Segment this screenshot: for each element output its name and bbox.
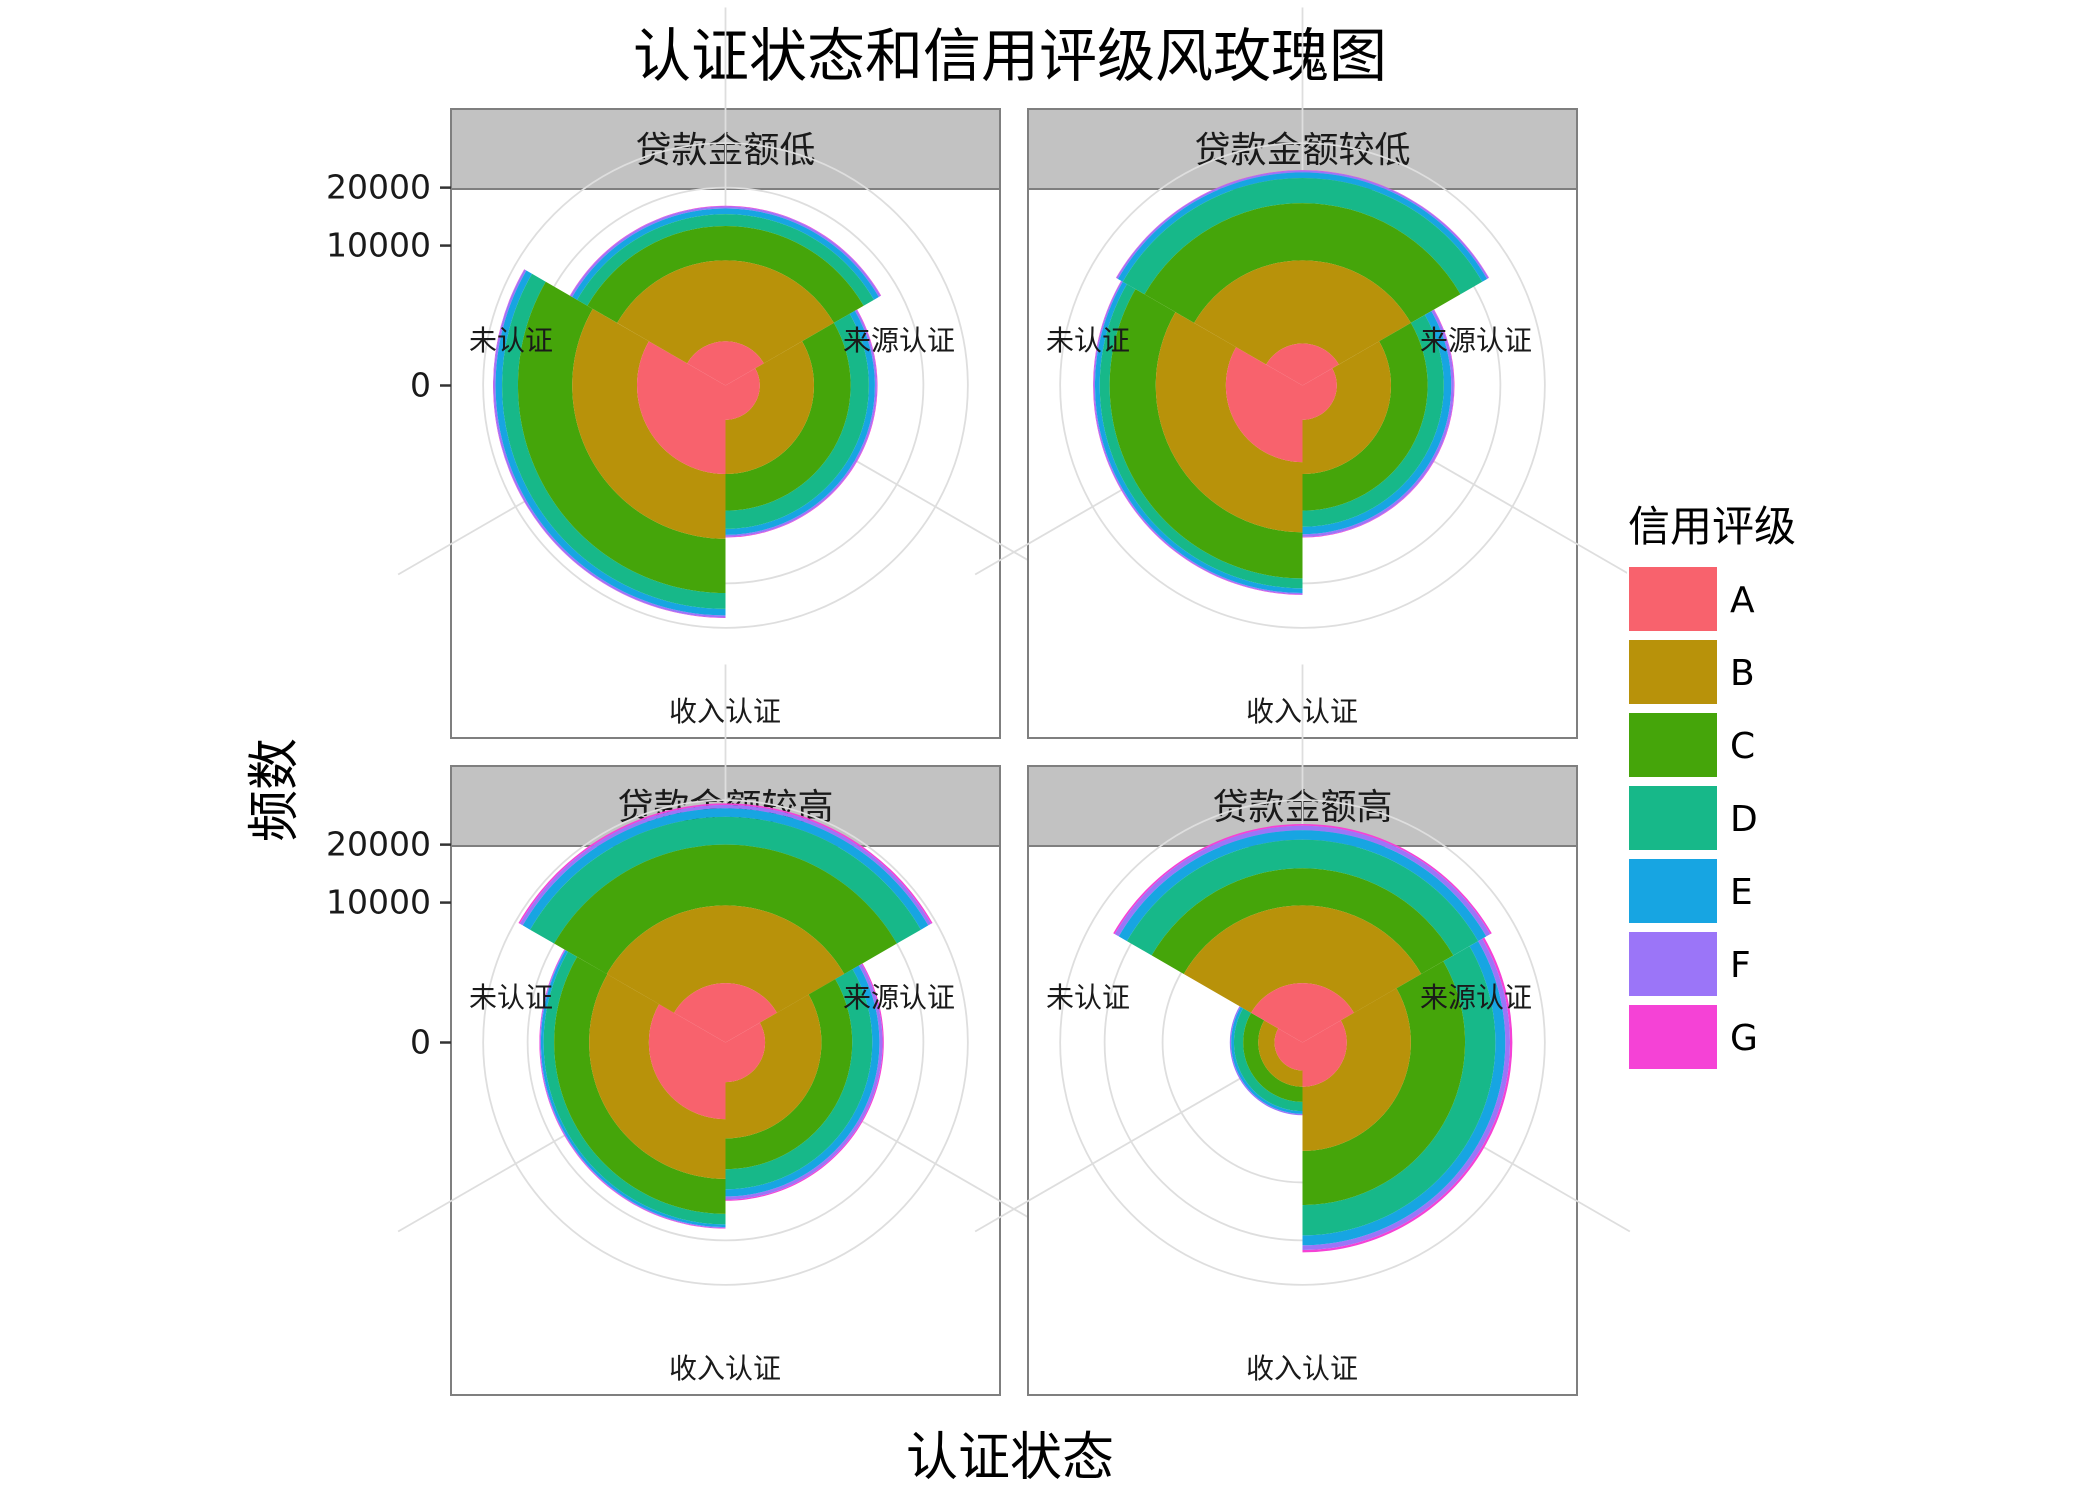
rose-segment-A <box>648 1004 726 1120</box>
rose-segment-E <box>1302 311 1452 535</box>
rose-segment-A <box>725 368 760 420</box>
y-tick-label: 20000 <box>326 825 431 864</box>
rose-segment-C <box>587 225 864 323</box>
y-axis-title: 频数 <box>245 738 305 842</box>
rose-segment-B <box>1302 341 1391 474</box>
category-label: 未认证 <box>1046 324 1130 357</box>
rose-segment-D <box>530 816 921 944</box>
legend-swatch <box>1627 711 1719 779</box>
rose-segment-B <box>1302 988 1411 1151</box>
rose-segment-B <box>572 308 726 539</box>
rose-segment-D <box>725 313 869 529</box>
y-tick-label: 0 <box>410 1023 431 1062</box>
category-label: 未认证 <box>469 324 553 357</box>
category-label: 未认证 <box>469 981 553 1014</box>
legend-label: C <box>1730 726 1755 767</box>
rose-segment-D <box>1302 946 1496 1236</box>
category-label: 未认证 <box>1046 981 1130 1014</box>
rose-segment-C <box>1302 961 1466 1206</box>
rose-segment-D <box>577 214 874 306</box>
rose-segment-D <box>1233 1008 1303 1112</box>
rose-segment-A <box>1225 347 1303 463</box>
rose-segment-E <box>1231 1006 1303 1114</box>
rose-segment-B <box>606 905 845 1013</box>
rose-segment-E <box>495 270 726 616</box>
rose-segment-A <box>637 341 726 474</box>
rose-segment-B <box>1183 905 1422 1013</box>
rose-segment-C <box>725 979 853 1170</box>
chart-title: 认证状态和信用评级风玫瑰图 <box>633 22 1387 90</box>
rose-segment-D <box>502 273 726 609</box>
rose-segment-A <box>1274 1028 1303 1071</box>
x-axis-title: 认证状态 <box>906 1428 1114 1488</box>
category-label: 收入认证 <box>669 1352 781 1385</box>
rose-segment-A <box>1302 368 1337 420</box>
category-label: 来源认证 <box>843 981 955 1014</box>
facet-panel: 贷款金额较高未认证来源认证收入认证01000020000 <box>326 664 1054 1396</box>
legend-swatch <box>1627 857 1719 925</box>
rose-segment-E <box>725 310 875 535</box>
rose-segment-D <box>725 969 873 1190</box>
rose-segment-A <box>674 983 777 1043</box>
legend-label: B <box>1730 653 1755 694</box>
rose-segment-A <box>1251 983 1354 1043</box>
category-label: 来源认证 <box>843 324 955 357</box>
rose-segment-A <box>1302 1020 1347 1087</box>
rose-segment-B <box>1155 312 1303 533</box>
rose-segment-B <box>725 341 814 474</box>
category-label: 来源认证 <box>1420 981 1532 1014</box>
legend-swatch <box>1627 638 1719 706</box>
rose-segment-E <box>1118 830 1487 942</box>
legend-label: A <box>1730 580 1755 621</box>
rose-segment-E <box>725 965 880 1197</box>
legend-swatch <box>1627 784 1719 852</box>
rose-segment-B <box>1258 1020 1303 1087</box>
rose-segment-B <box>1194 260 1411 365</box>
rose-segment-C <box>1243 1012 1303 1102</box>
rose-segment-E <box>572 208 879 300</box>
rose-segment-E <box>522 808 929 930</box>
rose-segment-D <box>1302 314 1444 527</box>
y-tick-label: 10000 <box>326 226 431 265</box>
rose-segment-C <box>554 956 726 1214</box>
rose-segment-B <box>725 994 822 1139</box>
legend-label: G <box>1730 1018 1758 1059</box>
rose-segment-D <box>1122 177 1483 295</box>
category-label: 收入认证 <box>1246 1352 1358 1385</box>
rose-segment-A <box>687 341 764 386</box>
rose-segment-C <box>554 844 897 974</box>
y-tick-label: 20000 <box>326 168 431 207</box>
rose-segment-C <box>517 281 726 594</box>
rose-segment-D <box>543 951 726 1225</box>
legend-label: D <box>1730 799 1758 840</box>
rose-segment-C <box>1302 322 1428 511</box>
y-tick-label: 0 <box>410 366 431 405</box>
legend-label: E <box>1730 872 1753 913</box>
legend-title: 信用评级 <box>1628 502 1796 551</box>
y-tick-label: 10000 <box>326 883 431 922</box>
legend-swatch <box>1627 930 1719 998</box>
legend-label: F <box>1730 945 1751 986</box>
rose-segment-D <box>1099 284 1303 589</box>
rose-segment-D <box>1126 839 1479 956</box>
rose-segment-B <box>589 974 726 1179</box>
rose-segment-C <box>1109 289 1303 579</box>
rose-segment-C <box>1144 203 1461 323</box>
rose-segment-B <box>617 260 834 364</box>
rose-segment-C <box>1151 868 1454 974</box>
rose-segment-C <box>725 322 851 511</box>
rose-segment-E <box>1302 941 1506 1246</box>
legend-swatch <box>1627 565 1719 633</box>
rose-segment-A <box>725 1022 766 1083</box>
legend-swatch <box>1627 1003 1719 1071</box>
category-label: 来源认证 <box>1420 324 1532 357</box>
